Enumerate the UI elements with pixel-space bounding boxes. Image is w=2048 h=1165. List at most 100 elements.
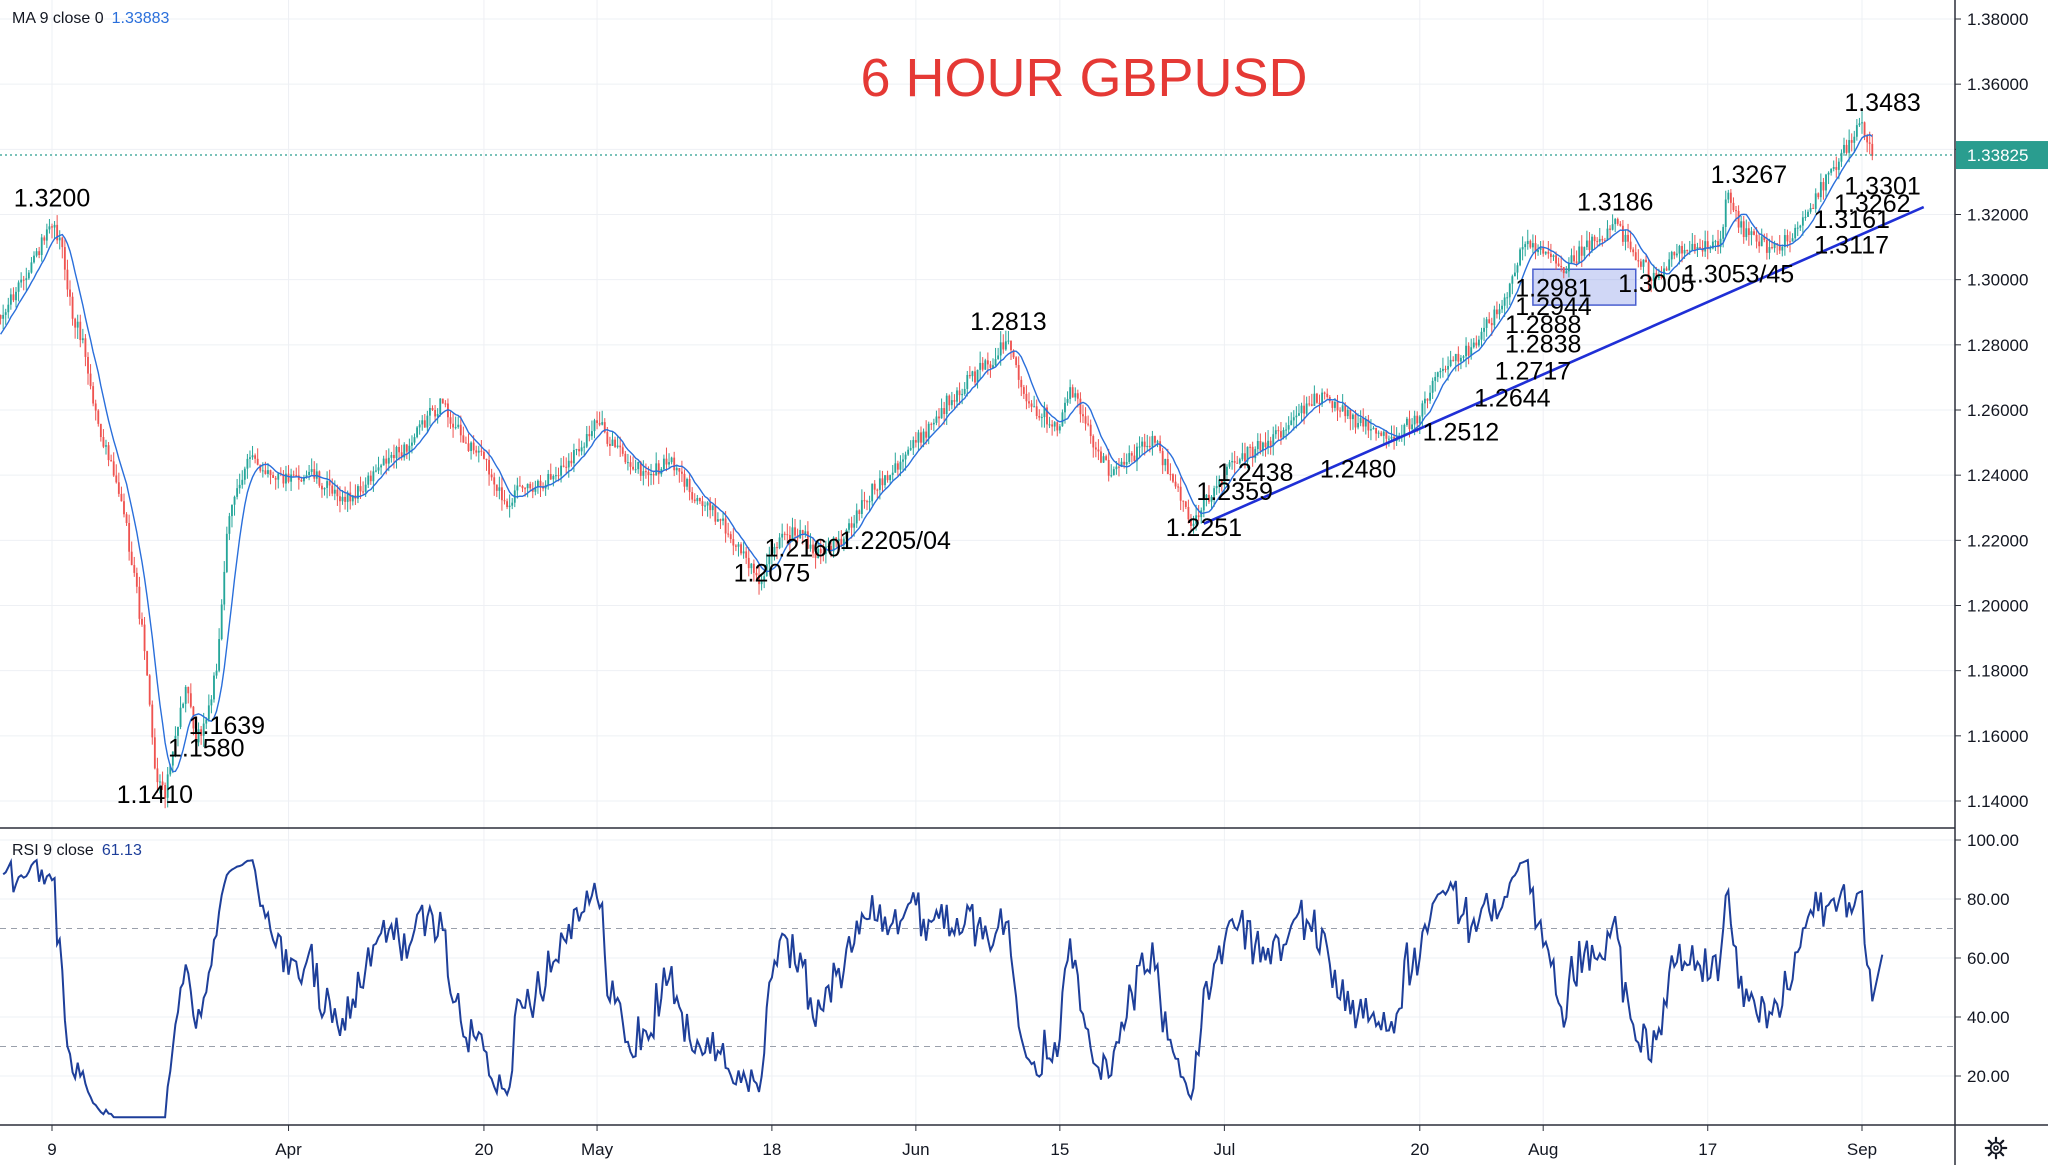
candle-body <box>105 445 107 447</box>
candle-body <box>1830 168 1833 173</box>
candle-body <box>840 538 843 545</box>
candle-body <box>1585 240 1588 248</box>
rsi-tick-label: 60.00 <box>1967 949 2010 968</box>
candle-body <box>1675 253 1678 256</box>
candle-body <box>1285 429 1288 431</box>
candle-body <box>1580 246 1583 256</box>
candle-body <box>750 563 753 569</box>
candle-body <box>1711 241 1714 249</box>
candle-body <box>976 369 979 383</box>
candle-body <box>1318 402 1321 405</box>
time-tick-label: Apr <box>275 1140 302 1159</box>
candle-body <box>1560 265 1563 268</box>
candle-body <box>598 423 601 425</box>
price-annotation: 1.3161 <box>1813 206 1889 234</box>
candle-body <box>1015 357 1018 366</box>
price-axis[interactable]: 1.14000 1.16000 1.18000 1.20000 1.22000 1.240… <box>1955 10 2048 811</box>
price-annotation: 1.3186 <box>1577 189 1653 217</box>
candle-body <box>668 462 670 465</box>
candle-body <box>1583 247 1586 256</box>
candle-body <box>71 296 74 319</box>
candle-body <box>1120 461 1123 467</box>
candle-body <box>300 479 303 482</box>
candle-body <box>1771 247 1773 249</box>
candle-body <box>1082 414 1084 417</box>
time-tick-label: Jun <box>902 1140 929 1159</box>
candle-body <box>557 475 560 477</box>
candle-body <box>647 471 650 476</box>
candle-body <box>1555 255 1557 264</box>
candle-body <box>1686 249 1689 251</box>
candle-body <box>876 489 879 491</box>
candle-body <box>326 481 329 488</box>
candle-body <box>1819 182 1822 198</box>
candle-body <box>1652 272 1655 281</box>
price-tick-label: 1.38000 <box>1967 10 2028 29</box>
candle-body <box>902 459 904 462</box>
candle-body <box>69 289 71 297</box>
candle-body <box>1537 249 1539 253</box>
candle-body <box>889 475 892 481</box>
price-annotation: 1.2838 <box>1505 330 1581 358</box>
candle-body <box>925 431 928 438</box>
candle-body <box>43 237 46 241</box>
gear-icon[interactable] <box>1984 1136 2008 1160</box>
candle-body <box>812 544 814 554</box>
candle-body <box>956 390 958 402</box>
candle-body <box>1825 174 1827 191</box>
ma-legend[interactable]: MA 9 close 0 1.33883 <box>12 10 169 28</box>
candle-body <box>814 553 817 558</box>
candle-body <box>1673 252 1676 256</box>
candle-body <box>809 544 812 549</box>
candle-body <box>678 468 681 472</box>
rsi-axis[interactable]: 20.00 40.00 60.00 80.00 100.00 <box>1955 831 2019 1086</box>
candle-body <box>755 572 758 576</box>
candle-body <box>1567 262 1570 272</box>
candle-body <box>588 434 591 437</box>
candle-body <box>683 473 686 487</box>
candle-body <box>611 439 614 446</box>
ma-legend-value: 1.33883 <box>111 10 170 27</box>
candle-body <box>1562 267 1565 274</box>
price-annotation: 1.1580 <box>168 734 244 762</box>
candle-body <box>884 475 886 486</box>
candle-body <box>711 505 714 511</box>
candle-body <box>1362 417 1365 427</box>
candle-body <box>1130 453 1133 456</box>
candle-body <box>472 442 475 451</box>
candle-body <box>868 501 871 503</box>
candle-body <box>177 726 179 736</box>
candle-body <box>1760 236 1763 247</box>
candle-body <box>1205 494 1208 498</box>
candle-body <box>958 390 961 396</box>
candle-body <box>1868 142 1871 144</box>
candle-body <box>305 474 308 478</box>
candle-body <box>1002 342 1005 350</box>
rsi-line <box>2 858 1884 1119</box>
candle-body <box>539 480 542 487</box>
candle-body <box>1382 431 1385 436</box>
candle-body <box>1765 240 1768 253</box>
candle-body <box>1799 225 1802 228</box>
candle-body <box>359 486 362 492</box>
candle-body <box>393 454 395 459</box>
candle-body <box>716 519 719 522</box>
candle-body <box>1642 259 1645 267</box>
candle-body <box>449 417 452 424</box>
candle-body <box>778 537 781 549</box>
time-axis[interactable]: 9 Apr 20 May 18 Jun 15 Jul 20 Aug 17 Sep <box>47 1125 1877 1159</box>
price-annotation: 1.2944 <box>1515 293 1592 321</box>
rsi-legend[interactable]: RSI 9 close 61.13 <box>12 842 142 860</box>
candle-body <box>1282 429 1285 438</box>
candle-body <box>1336 401 1339 411</box>
candle-body <box>1195 515 1198 524</box>
candle-body <box>1796 227 1799 229</box>
candle-body <box>364 484 367 492</box>
candle-body <box>1069 387 1072 399</box>
candle-body <box>1485 319 1488 328</box>
candle-body <box>1339 410 1342 412</box>
candle-body <box>1578 246 1581 263</box>
candle-body <box>1781 247 1784 251</box>
candle-body <box>1349 409 1352 420</box>
